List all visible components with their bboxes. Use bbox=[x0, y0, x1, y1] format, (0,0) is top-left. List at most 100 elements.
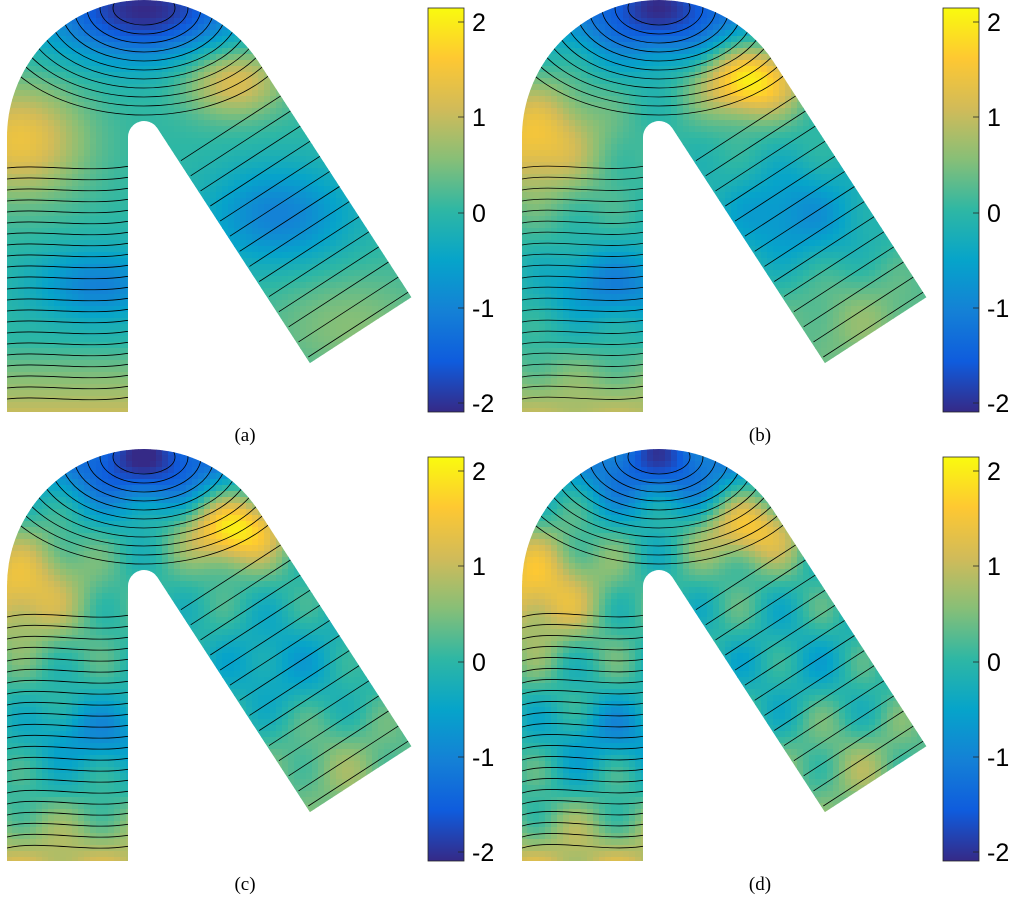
colorbar-tick-label: 0 bbox=[472, 200, 486, 228]
contour-line bbox=[7, 822, 131, 827]
contour-line bbox=[7, 668, 131, 673]
panel-caption: (b) bbox=[748, 425, 772, 446]
contour-line bbox=[813, 725, 914, 792]
contour-panel: 2 1 0 -1 -2 (d) bbox=[515, 449, 1030, 898]
contour-line bbox=[200, 574, 301, 641]
contour-line bbox=[259, 665, 360, 731]
contour-line bbox=[774, 665, 875, 731]
contour-line bbox=[7, 734, 131, 739]
colorbar-tick-label: 1 bbox=[987, 553, 1001, 581]
contour-line bbox=[774, 216, 875, 282]
contour-line bbox=[522, 275, 646, 279]
contour-line bbox=[627, 0, 691, 26]
contour-line bbox=[614, 449, 704, 484]
contour-line bbox=[734, 604, 836, 671]
contour-line bbox=[522, 176, 646, 180]
colorbar bbox=[428, 457, 464, 861]
contour-line bbox=[112, 449, 176, 475]
contour-line bbox=[308, 740, 409, 807]
contour-line bbox=[764, 650, 865, 716]
contour-line bbox=[522, 363, 646, 367]
panel-caption: (d) bbox=[748, 874, 772, 895]
contour-line bbox=[7, 253, 131, 258]
contour-line bbox=[7, 187, 131, 192]
colorbar-tick-label: 1 bbox=[472, 553, 486, 581]
contour-line bbox=[754, 635, 855, 701]
contour-line bbox=[522, 734, 646, 739]
contour-line bbox=[715, 574, 816, 641]
contour-line bbox=[7, 712, 131, 717]
contour-line bbox=[278, 695, 379, 762]
contour-line bbox=[180, 95, 281, 162]
contour-line bbox=[7, 646, 131, 651]
contour-line bbox=[725, 589, 826, 656]
contour-line bbox=[268, 231, 370, 297]
contour-line bbox=[627, 449, 691, 475]
colorbar bbox=[428, 8, 464, 412]
contour-line bbox=[764, 201, 865, 267]
contour-plot: 2 1 0 -1 -2 bbox=[7, 449, 494, 867]
contour-line bbox=[7, 165, 131, 170]
colorbar-tick-label: 0 bbox=[987, 649, 1001, 677]
colorbar-tick-label: 1 bbox=[472, 104, 486, 132]
colorbar-tick-label: 1 bbox=[987, 104, 1001, 132]
colorbar bbox=[943, 457, 979, 861]
contour-line bbox=[99, 449, 189, 484]
contour-line bbox=[522, 231, 646, 235]
contour-line bbox=[7, 624, 131, 629]
contour-line bbox=[7, 220, 131, 225]
contour-line bbox=[7, 657, 131, 662]
contour-line bbox=[522, 396, 646, 400]
contour-line bbox=[99, 0, 189, 35]
contour-line bbox=[298, 725, 399, 792]
contour-line bbox=[7, 341, 131, 346]
contour-line bbox=[522, 209, 646, 213]
contour-line bbox=[522, 646, 646, 651]
colorbar-tick-label: 2 bbox=[987, 458, 1001, 486]
contour-line bbox=[705, 559, 806, 626]
contour-line bbox=[7, 363, 131, 368]
contour-line bbox=[522, 198, 646, 202]
contour-line bbox=[7, 176, 131, 181]
contour-line bbox=[190, 559, 291, 626]
contour-line bbox=[522, 220, 646, 224]
contour-line bbox=[7, 264, 131, 269]
contour-line bbox=[7, 690, 131, 695]
contour-line bbox=[7, 745, 131, 750]
contour-line bbox=[803, 710, 904, 777]
contour-line bbox=[522, 789, 646, 794]
contour-line bbox=[7, 297, 131, 302]
contour-line bbox=[268, 680, 370, 746]
contour-plot: 2 1 0 -1 -2 bbox=[522, 449, 1009, 867]
colorbar-tick-label: 2 bbox=[472, 458, 486, 486]
contour-line bbox=[695, 544, 796, 611]
contour-line bbox=[7, 811, 131, 816]
contour-line bbox=[705, 110, 806, 177]
contour-line bbox=[7, 396, 131, 401]
contour-line bbox=[210, 589, 311, 656]
contour-line bbox=[7, 330, 131, 335]
contour-line bbox=[7, 308, 131, 313]
contour-line bbox=[522, 286, 646, 290]
panel-caption: (a) bbox=[234, 425, 256, 446]
contour-line bbox=[754, 186, 855, 252]
contour-line bbox=[522, 712, 646, 717]
contour-line bbox=[522, 657, 646, 662]
colorbar-tick-label: -1 bbox=[987, 744, 1009, 772]
contour-line bbox=[522, 385, 646, 389]
contour-line bbox=[7, 756, 131, 761]
contour-line bbox=[7, 679, 131, 684]
contour-line bbox=[7, 767, 131, 772]
contour-line bbox=[239, 635, 340, 701]
contour-line bbox=[229, 620, 330, 686]
contour-line bbox=[522, 165, 646, 169]
contour-line bbox=[522, 308, 646, 312]
contour-line bbox=[522, 613, 646, 618]
contour-line bbox=[725, 140, 826, 207]
field-fill bbox=[7, 0, 412, 413]
contour-line bbox=[219, 604, 321, 671]
contour-line bbox=[7, 385, 131, 390]
contour-line bbox=[695, 95, 796, 162]
contour-line bbox=[7, 286, 131, 291]
contour-line bbox=[7, 635, 131, 640]
